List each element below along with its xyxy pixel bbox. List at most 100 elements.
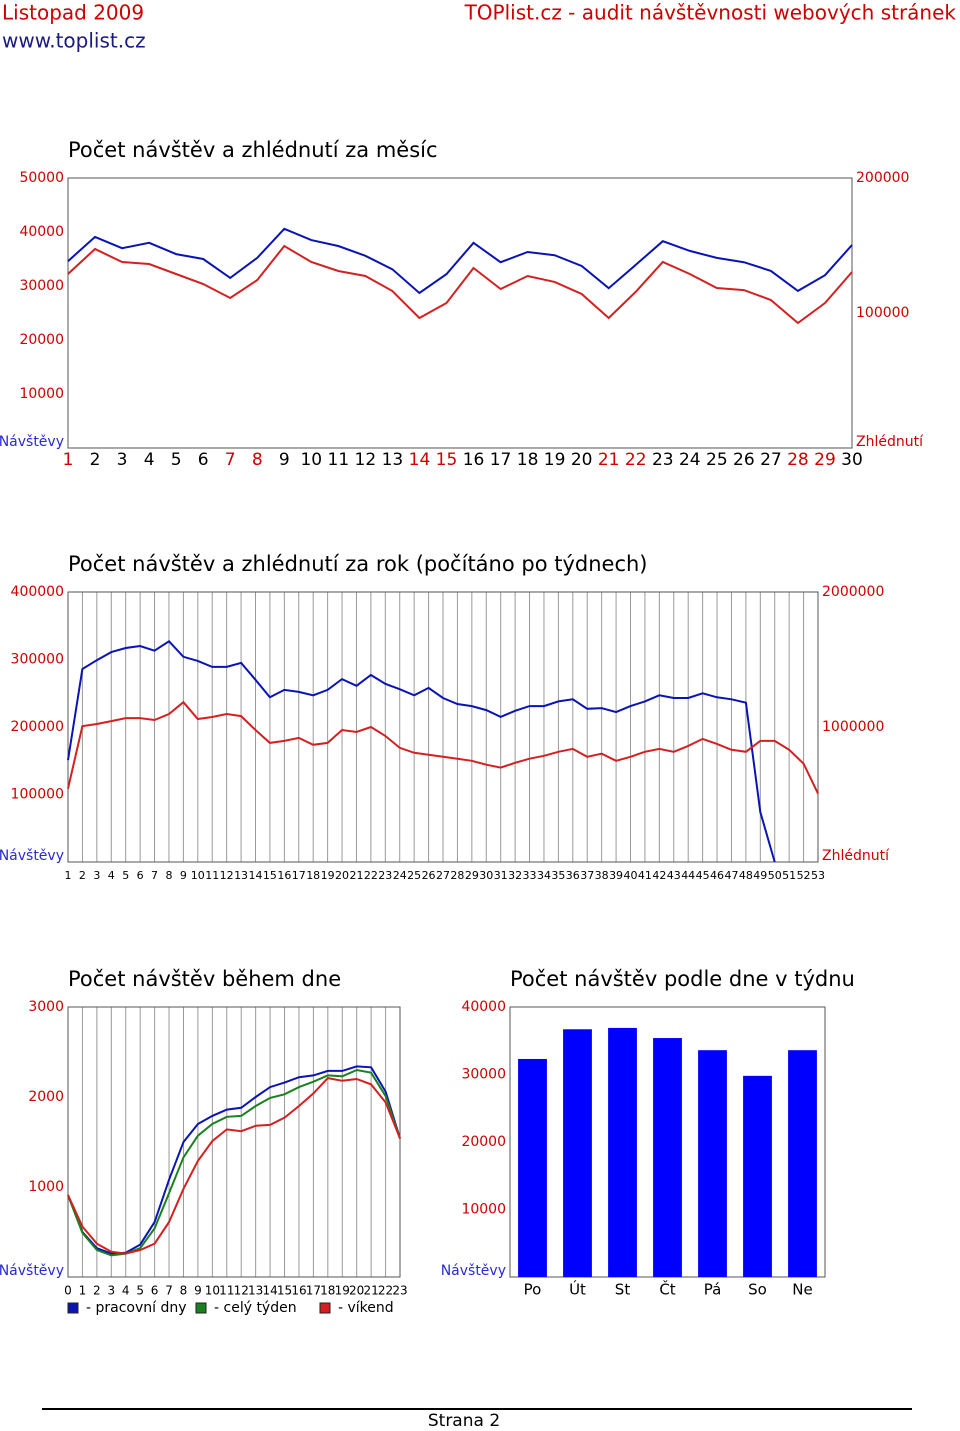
y-tick-label: 200000 xyxy=(11,719,64,735)
x-tick-label: 24 xyxy=(679,450,701,470)
x-tick-label: 18 xyxy=(306,869,320,882)
x-tick-label: 44 xyxy=(681,869,695,882)
bar xyxy=(518,1058,547,1277)
plot-frame xyxy=(67,591,819,863)
x-tick-label: 35 xyxy=(551,869,565,882)
series-line xyxy=(67,1065,401,1255)
y-tick-label: 300000 xyxy=(11,652,64,668)
x-tick-label: 40 xyxy=(624,869,638,882)
x-tick-label: 11 xyxy=(205,869,219,882)
x-tick-label: 47 xyxy=(724,869,738,882)
x-tick-label: 17 xyxy=(490,450,512,470)
x-tick-label: 30 xyxy=(479,869,493,882)
x-tick-label: 27 xyxy=(436,869,450,882)
plot-frame xyxy=(67,177,853,449)
y-tick-label: 20000 xyxy=(19,332,64,348)
report-date: Listopad 2009 xyxy=(2,1,144,25)
x-tick-label: 5 xyxy=(171,450,182,470)
x-tick-label: 29 xyxy=(465,869,479,882)
x-tick-label: 21 xyxy=(363,1284,378,1298)
x-tick-label: 25 xyxy=(407,869,421,882)
x-tick-label: 14 xyxy=(409,450,431,470)
x-tick-label: 28 xyxy=(450,869,464,882)
x-tick-label: 10 xyxy=(205,1284,220,1298)
x-tick-label: 13 xyxy=(234,869,248,882)
y-tick-label: 40000 xyxy=(461,999,506,1015)
bar xyxy=(563,1029,592,1277)
x-tick-label: 24 xyxy=(393,869,407,882)
plot-frame xyxy=(67,1006,401,1278)
x-tick-label: 48 xyxy=(739,869,753,882)
x-tick-label: 30 xyxy=(841,450,863,470)
x-tick-label: 9 xyxy=(279,450,290,470)
x-tick-label: 2 xyxy=(79,869,86,882)
x-tick-label: 22 xyxy=(364,869,378,882)
page-number: Strana 2 xyxy=(428,1411,500,1431)
y-tick-label: 2000 xyxy=(28,1089,64,1105)
y-tick-label: 3000 xyxy=(28,999,64,1015)
bar xyxy=(608,1027,637,1277)
x-tick-label: 7 xyxy=(165,1284,173,1298)
x-tick-label: 12 xyxy=(234,1284,249,1298)
x-tick-label: 4 xyxy=(108,869,115,882)
x-tick-label: 5 xyxy=(122,869,129,882)
y-tick-label: 20000 xyxy=(461,1134,506,1150)
x-tick-label: 36 xyxy=(566,869,580,882)
y2-tick-label: 100000 xyxy=(856,305,909,321)
series-line xyxy=(67,1068,401,1257)
x-tick-label: 17 xyxy=(306,1284,321,1298)
x-tick-label: 12 xyxy=(220,869,234,882)
series-line xyxy=(67,244,853,325)
legend-swatch xyxy=(195,1302,207,1314)
x-tick-label: 7 xyxy=(225,450,236,470)
x-tick-label: 6 xyxy=(198,450,209,470)
x-tick-label: 11 xyxy=(328,450,350,470)
x-tick-label: Út xyxy=(569,1280,586,1299)
x-tick-label: 49 xyxy=(753,869,767,882)
x-tick-label: 9 xyxy=(194,1284,202,1298)
y-tick-label: 30000 xyxy=(19,278,64,294)
x-tick-label: 23 xyxy=(652,450,674,470)
series-line xyxy=(67,227,853,295)
bar xyxy=(788,1050,817,1277)
x-tick-label: 8 xyxy=(165,869,172,882)
x-tick-label: 4 xyxy=(144,450,155,470)
x-tick-label: 20 xyxy=(335,869,349,882)
chart-title: Počet návštěv podle dne v týdnu xyxy=(510,967,855,991)
legend-swatch xyxy=(67,1302,79,1314)
x-tick-label: 43 xyxy=(667,869,681,882)
x-tick-label: 1 xyxy=(65,869,72,882)
y-tick-label: 1000 xyxy=(28,1179,64,1195)
x-tick-label: 23 xyxy=(392,1284,407,1298)
chart-title: Počet návštěv a zhlédnutí za měsíc xyxy=(68,138,438,162)
x-tick-label: 3 xyxy=(117,450,128,470)
x-tick-label: 39 xyxy=(609,869,623,882)
x-tick-label: 16 xyxy=(277,869,291,882)
x-tick-label: 22 xyxy=(378,1284,393,1298)
x-tick-label: 8 xyxy=(180,1284,188,1298)
x-tick-label: 29 xyxy=(814,450,836,470)
x-tick-label: 20 xyxy=(349,1284,364,1298)
x-tick-label: 14 xyxy=(249,869,263,882)
bar xyxy=(743,1075,772,1277)
x-tick-label: 6 xyxy=(137,869,144,882)
x-tick-label: Ne xyxy=(792,1281,812,1299)
x-tick-label: 31 xyxy=(494,869,508,882)
x-tick-label: 2 xyxy=(93,1284,101,1298)
x-tick-label: 12 xyxy=(355,450,377,470)
y2-tick-label: 200000 xyxy=(856,170,909,186)
x-tick-label: 1 xyxy=(63,450,74,470)
y-tick-label: 10000 xyxy=(461,1202,506,1218)
x-tick-label: 19 xyxy=(335,1284,350,1298)
series-line xyxy=(67,640,776,863)
series-line xyxy=(67,700,819,795)
x-tick-label: 33 xyxy=(523,869,537,882)
x-tick-label: 37 xyxy=(580,869,594,882)
x-tick-label: 25 xyxy=(706,450,728,470)
chart-title: Počet návštěv a zhlédnutí za rok (počítá… xyxy=(68,552,648,576)
x-tick-label: 51 xyxy=(782,869,796,882)
x-tick-label: 50 xyxy=(768,869,782,882)
x-tick-label: 34 xyxy=(537,869,551,882)
chart-title: Počet návštěv během dne xyxy=(68,967,341,991)
